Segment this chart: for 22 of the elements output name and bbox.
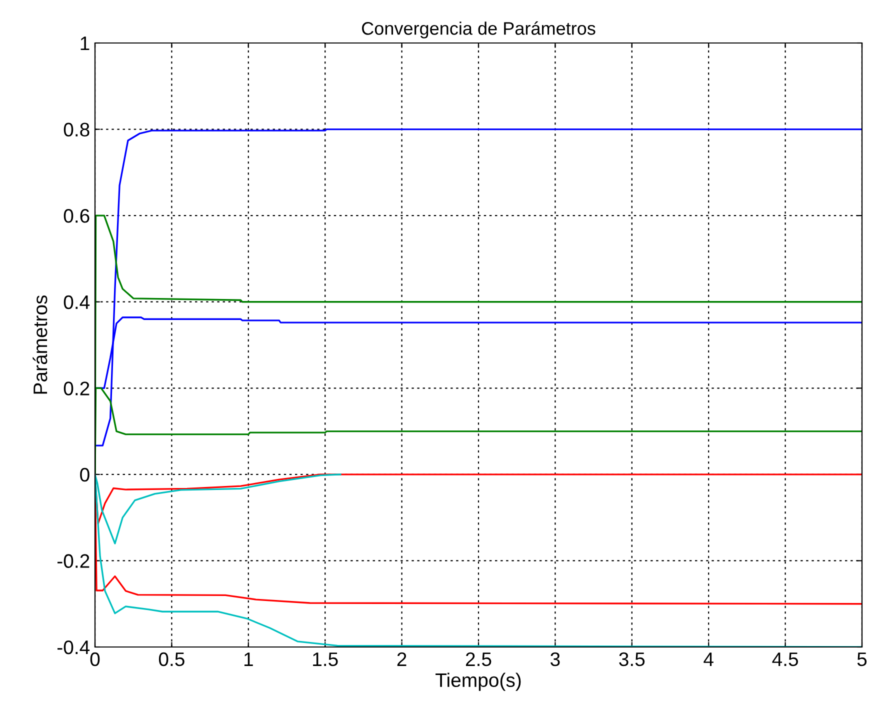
y-tick-label: 0.8 [64,122,90,137]
chart-title: Convergencia de Parámetros [362,21,596,38]
y-tick-label: 0.6 [64,209,90,223]
x-axis-title: Tiempo(s) [436,672,521,691]
x-tick-label: 4 [704,652,714,666]
y-tick-label: -0.4 [58,640,90,654]
x-tick-label: 0 [90,652,100,666]
x-tick-label: 2.5 [466,652,492,666]
x-tick-label: 3.5 [619,652,645,666]
x-tick-label: 2 [397,652,406,666]
y-tick-label: 0.2 [64,382,90,396]
y-tick-label: 0 [80,468,90,482]
x-tick-label: 4.5 [772,652,798,666]
x-tick-label: 3 [550,652,560,666]
x-tick-label: 1 [244,652,253,666]
x-tick-label: 1.5 [313,652,338,666]
x-tick-label: 5 [857,652,867,666]
y-tick-label: 1 [80,36,90,50]
y-tick-label: -0.2 [58,554,90,568]
x-tick-label: 0.5 [158,652,184,666]
y-tick-label: 0.4 [64,295,90,310]
y-axis-title: Parámetros [32,295,48,394]
